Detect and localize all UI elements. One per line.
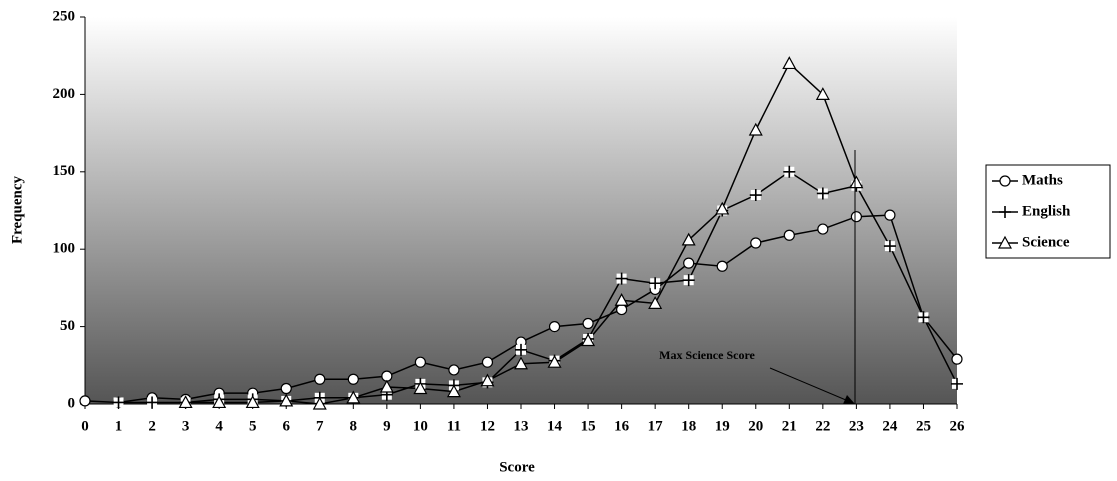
- data-point: [446, 384, 461, 398]
- data-point: [146, 396, 159, 409]
- y-tick-label: 50: [60, 318, 75, 334]
- data-point: [279, 393, 294, 407]
- data-point: [748, 122, 763, 136]
- data-point: [682, 274, 695, 287]
- data-point: [178, 395, 193, 409]
- data-point: [347, 373, 359, 385]
- y-tick-label: 150: [53, 163, 76, 179]
- annotation: Max Science Score: [659, 348, 755, 362]
- data-point: [548, 321, 561, 333]
- data-point: [817, 223, 829, 235]
- x-tick-label: 23: [849, 418, 864, 434]
- legend-label: English: [1022, 203, 1071, 219]
- data-point: [615, 272, 628, 285]
- data-point: [582, 317, 594, 330]
- data-point: [448, 364, 460, 376]
- data-point: [849, 175, 864, 189]
- x-tick-label: 12: [480, 418, 495, 434]
- data-point: [783, 165, 796, 178]
- x-tick-label: 0: [81, 418, 89, 434]
- x-tick-label: 6: [282, 418, 290, 434]
- data-point: [480, 373, 495, 387]
- x-tick-label: 21: [782, 418, 797, 434]
- data-point: [883, 240, 896, 253]
- data-point: [280, 382, 292, 395]
- data-point: [314, 373, 326, 385]
- data-point: [112, 396, 125, 409]
- legend-marker: [999, 175, 1011, 187]
- data-point: [884, 209, 896, 221]
- x-tick-label: 11: [447, 418, 461, 434]
- data-point: [951, 353, 963, 365]
- x-tick-label: 1: [115, 418, 123, 434]
- data-point: [379, 379, 394, 393]
- data-point: [715, 201, 730, 215]
- x-tick-label: 19: [715, 418, 730, 434]
- x-tick-label: 10: [413, 418, 428, 434]
- x-axis-label: Score: [499, 459, 535, 475]
- y-tick-label: 100: [53, 241, 76, 257]
- data-point: [783, 229, 795, 241]
- data-point: [917, 311, 930, 324]
- data-point: [414, 356, 426, 368]
- y-tick-label: 0: [68, 395, 76, 411]
- data-point: [850, 211, 862, 223]
- x-tick-label: 13: [514, 418, 529, 434]
- data-point: [716, 260, 728, 272]
- data-point: [816, 187, 829, 200]
- data-point: [750, 237, 762, 249]
- x-tick-label: 18: [681, 418, 696, 434]
- x-tick-label: 7: [316, 418, 324, 434]
- x-tick-label: 17: [648, 418, 664, 434]
- legend-label: Science: [1022, 234, 1070, 250]
- legend-marker: [999, 206, 1011, 218]
- x-tick-label: 2: [148, 418, 156, 434]
- data-point: [346, 390, 361, 404]
- data-point: [245, 395, 260, 409]
- data-point: [381, 370, 393, 382]
- x-tick-label: 4: [215, 418, 223, 434]
- data-point: [749, 189, 762, 202]
- y-tick-label: 250: [53, 8, 76, 24]
- x-tick-label: 16: [614, 418, 630, 434]
- x-tick-label: 15: [581, 418, 596, 434]
- x-tick-label: 9: [383, 418, 391, 434]
- x-tick-label: 20: [748, 418, 763, 434]
- x-tick-label: 22: [815, 418, 830, 434]
- legend-marker: [997, 235, 1013, 249]
- data-point: [312, 396, 327, 410]
- x-tick-label: 24: [882, 418, 898, 434]
- data-point: [782, 56, 797, 70]
- annotation-arrowhead: [843, 395, 855, 404]
- x-tick-label: 26: [950, 418, 966, 434]
- annotation-arrow: [769, 367, 854, 404]
- data-point: [815, 87, 830, 100]
- x-tick-label: 25: [916, 418, 931, 434]
- data-point: [681, 232, 696, 246]
- x-tick-label: 14: [547, 418, 563, 434]
- y-tick-label: 200: [53, 86, 76, 102]
- x-tick-label: 3: [182, 418, 190, 434]
- data-point: [547, 354, 562, 368]
- data-point: [614, 293, 629, 306]
- data-point: [413, 381, 428, 395]
- data-point: [951, 377, 963, 390]
- data-point: [616, 303, 628, 316]
- data-point: [79, 395, 91, 407]
- data-point: [581, 333, 596, 347]
- data-point: [683, 257, 695, 269]
- data-point: [481, 356, 494, 368]
- y-axis-label: Frequency: [9, 175, 25, 244]
- x-tick-label: 8: [350, 418, 358, 434]
- data-point: [648, 296, 663, 309]
- data-point: [649, 277, 662, 290]
- data-point: [513, 356, 529, 370]
- data-point: [515, 343, 527, 356]
- data-point: [212, 395, 227, 409]
- legend-label: Maths: [1022, 172, 1063, 188]
- x-tick-label: 5: [249, 418, 257, 434]
